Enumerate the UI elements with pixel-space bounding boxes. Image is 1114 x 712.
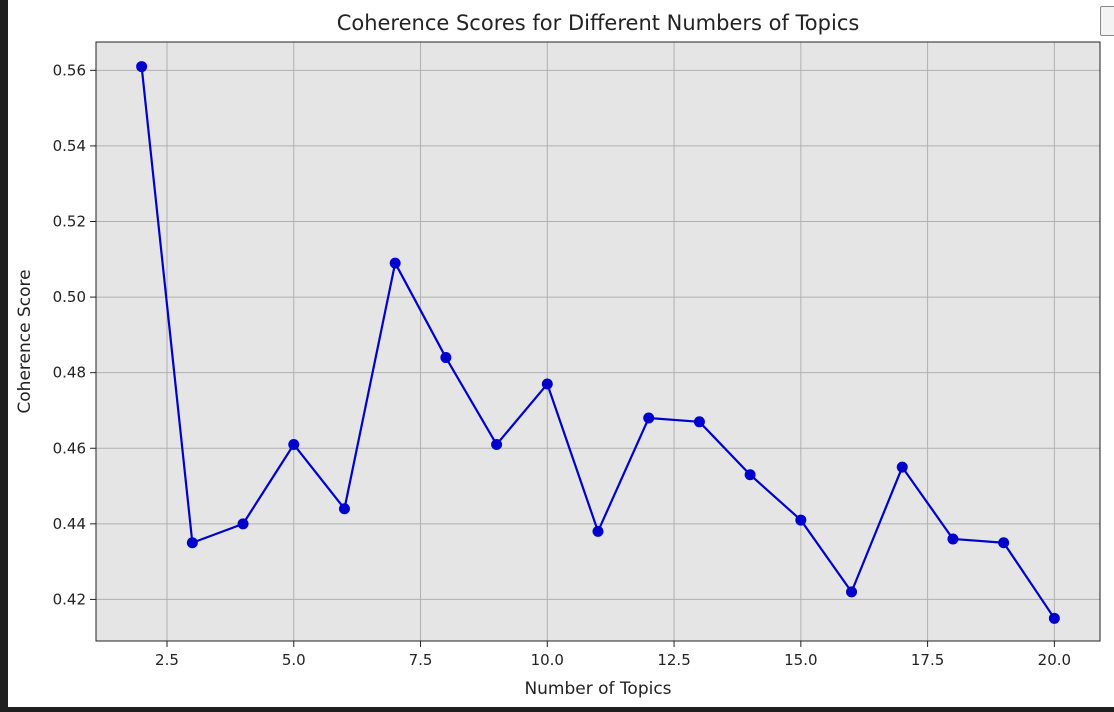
data-point <box>998 537 1010 549</box>
x-tick-label: 15.0 <box>784 651 817 669</box>
axis-ticks: 2.5 5.0 7.5 10.0 12.5 15.0 17.5 20.0 0.42 0.44 0.4… <box>53 61 1071 669</box>
data-point <box>389 257 401 269</box>
y-tick-label: 0.54 <box>53 137 86 155</box>
chart-title: Coherence Scores for Different Numbers o… <box>337 11 860 35</box>
series-layer <box>136 61 1060 624</box>
data-point <box>186 537 198 549</box>
x-axis-label: Number of Topics <box>524 679 671 699</box>
y-axis-label: Coherence Score <box>15 269 35 413</box>
data-point <box>693 416 705 428</box>
y-tick-label: 0.48 <box>53 364 86 382</box>
data-point <box>795 514 807 526</box>
copy-icon[interactable] <box>1100 6 1114 36</box>
plot-area <box>96 42 1100 641</box>
x-tick-label: 10.0 <box>531 651 564 669</box>
plot-frame <box>95 41 1101 642</box>
x-tick-label: 20.0 <box>1038 651 1071 669</box>
y-tick-label: 0.46 <box>53 439 86 457</box>
chart-figure: 2.5 5.0 7.5 10.0 12.5 15.0 17.5 20.0 0.42 0.44 0.4… <box>8 0 1114 707</box>
data-point <box>592 525 604 537</box>
data-point <box>491 438 503 450</box>
x-tick-label: 17.5 <box>911 651 944 669</box>
data-point <box>541 378 553 390</box>
coherence-chart: 2.5 5.0 7.5 10.0 12.5 15.0 17.5 20.0 0.42 0.44 0.4… <box>15 11 1101 699</box>
data-point <box>744 469 756 481</box>
data-point <box>947 533 959 545</box>
y-tick-label: 0.42 <box>53 590 86 608</box>
x-tick-label: 5.0 <box>282 651 306 669</box>
data-point <box>846 586 858 598</box>
grid-lines <box>96 42 1100 641</box>
x-tick-label: 12.5 <box>657 651 690 669</box>
data-point <box>643 412 655 424</box>
data-point <box>237 518 249 530</box>
x-tick-label: 2.5 <box>155 651 179 669</box>
data-point <box>1048 612 1060 624</box>
data-point <box>288 438 300 450</box>
y-tick-label: 0.44 <box>53 515 86 533</box>
data-point <box>136 61 148 73</box>
y-tick-label: 0.56 <box>53 61 86 79</box>
data-point <box>338 503 350 515</box>
y-tick-label: 0.50 <box>53 288 86 306</box>
x-tick-label: 7.5 <box>409 651 433 669</box>
y-tick-label: 0.52 <box>53 213 86 231</box>
data-point <box>896 461 908 473</box>
data-point <box>440 352 452 364</box>
